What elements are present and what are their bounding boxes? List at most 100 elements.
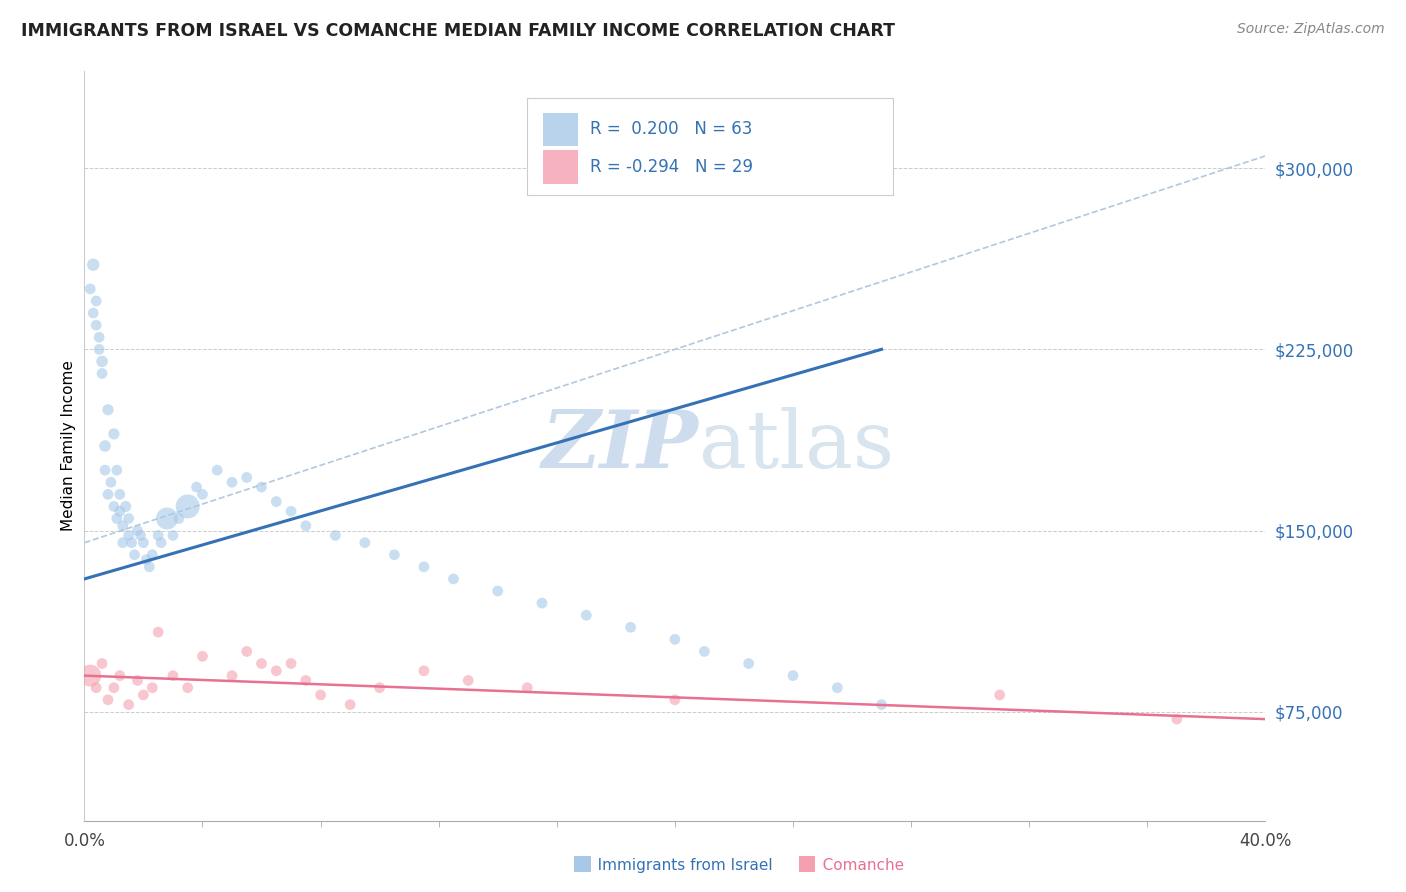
Point [162,668,184,682]
Point [132,535,155,549]
Point [295,518,318,533]
Point [413,664,436,678]
Point [250,657,273,671]
Point [79,282,101,296]
Point [156,511,179,525]
Point [1166,712,1188,726]
Text: IMMIGRANTS FROM ISRAEL VS COMANCHE MEDIAN FAMILY INCOME CORRELATION CHART: IMMIGRANTS FROM ISRAEL VS COMANCHE MEDIA… [21,22,896,40]
Point [148,625,170,640]
Point [309,688,332,702]
Point [97,487,120,501]
Point [94,463,117,477]
Point [827,681,849,695]
Point [782,668,804,682]
Point [150,535,173,549]
Point [354,535,377,549]
Point [84,318,107,333]
Point [97,693,120,707]
Y-axis label: Median Family Income: Median Family Income [60,360,76,532]
Point [124,548,146,562]
Point [486,584,509,599]
Text: Source: ZipAtlas.com: Source: ZipAtlas.com [1237,22,1385,37]
Point [280,657,302,671]
Point [82,306,104,320]
Point [870,698,893,712]
Point [118,698,141,712]
Point [84,293,107,308]
Point [108,668,131,682]
Point [132,688,155,702]
Point [138,559,160,574]
Point [516,681,538,695]
Point [664,693,686,707]
Point [266,494,288,508]
Point [127,524,149,538]
Point [738,657,761,671]
Point [191,649,214,664]
Point [100,475,122,490]
Point [664,632,686,647]
Point [108,504,131,518]
Text: ZIP: ZIP [541,408,699,484]
Point [79,668,101,682]
Point [111,518,134,533]
Point [129,528,152,542]
Point [103,426,125,441]
Point [111,535,134,549]
Point [413,559,436,574]
Point [105,511,128,525]
Point [620,620,643,634]
Point [82,258,104,272]
Point [236,644,259,658]
Point [127,673,149,688]
Point [91,657,114,671]
Point [280,504,302,518]
Point [368,681,391,695]
Point [236,470,259,484]
Point [221,475,243,490]
FancyBboxPatch shape [527,97,893,195]
Point [382,548,406,562]
Point [167,511,190,525]
Point [186,480,208,494]
Point [443,572,465,586]
Point [105,463,128,477]
Point [177,500,200,514]
Point [94,439,117,453]
Point [325,528,347,542]
Point [141,548,163,562]
Point [103,500,125,514]
Bar [543,112,578,146]
Text: R =  0.200   N = 63: R = 0.200 N = 63 [591,120,752,138]
Point [221,668,243,682]
Point [118,511,141,525]
Text: atlas: atlas [699,407,894,485]
Point [339,698,361,712]
Point [191,487,214,501]
Point [87,330,111,344]
Point [295,673,318,688]
Text: Comanche: Comanche [808,858,904,872]
Point [250,480,273,494]
Point [97,402,120,417]
Point [141,681,163,695]
Point [108,487,131,501]
Point [162,528,184,542]
Point [177,681,200,695]
Point [207,463,229,477]
Point [988,688,1011,702]
Bar [543,150,578,184]
Point [148,528,170,542]
Point [118,528,141,542]
Point [91,367,114,381]
Point [87,343,111,357]
Point [121,535,143,549]
Text: R = -0.294   N = 29: R = -0.294 N = 29 [591,158,752,176]
Point [103,681,125,695]
Point [114,500,136,514]
Text: Immigrants from Israel: Immigrants from Israel [583,858,773,872]
Point [457,673,479,688]
Point [693,644,716,658]
Point [266,664,288,678]
Point [135,552,157,566]
